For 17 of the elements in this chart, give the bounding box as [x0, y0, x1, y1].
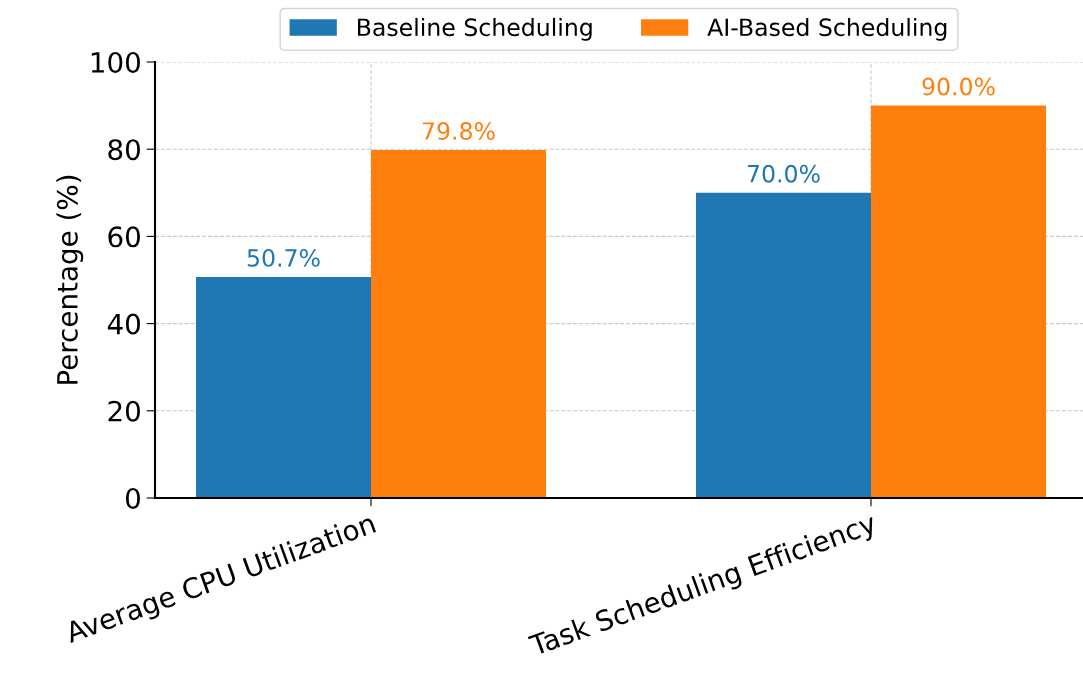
y-tick-label: 40: [107, 313, 140, 335]
y-axis-title: Percentage (%): [56, 175, 84, 384]
legend-label: Baseline Scheduling: [358, 17, 592, 41]
legend-label: AI-Based Scheduling: [707, 17, 947, 41]
data-label: 79.8%: [422, 122, 495, 140]
y-tick-label: 0: [125, 487, 140, 509]
data-label: 90.0%: [922, 77, 995, 96]
data-label: 50.7%: [247, 248, 320, 267]
bar: [696, 192, 871, 498]
y-tick-label: 100: [91, 51, 140, 73]
bar: [371, 150, 546, 498]
bar: [196, 276, 371, 498]
y-tick-label: 20: [108, 400, 140, 422]
bar: [871, 105, 1046, 498]
y-tick-label: 80: [108, 139, 140, 161]
y-tick-label: 60: [108, 226, 140, 248]
data-label: 70.0%: [747, 164, 820, 183]
